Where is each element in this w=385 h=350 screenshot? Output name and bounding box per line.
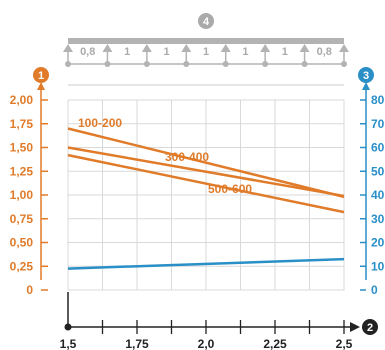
series-line-blue (67, 257, 345, 270)
badge-3-circle (358, 67, 374, 83)
left-axis (37, 82, 45, 280)
x-axis-origin-dot (64, 323, 72, 331)
right-axis-arrow (362, 82, 370, 90)
span-label: 1 (282, 46, 288, 58)
y-right-tick-label: 10 (371, 259, 385, 273)
y-right-tick-label: 20 (371, 236, 385, 250)
right-axis (362, 82, 370, 280)
y-right-tick-label: 50 (371, 164, 385, 178)
series-line-500-600 (67, 153, 345, 214)
span-label: 0,8 (80, 46, 95, 58)
span-support-node (262, 61, 269, 67)
x-tick-label: 1,75 (125, 337, 149, 350)
badge-1: 1 (33, 67, 49, 83)
span-label: 0,8 (317, 46, 332, 58)
span-label: 1 (203, 46, 209, 58)
y-left-tick-label: 0 (26, 283, 33, 297)
span-support-node (183, 61, 190, 67)
span-beam (68, 38, 344, 44)
span-label: 1 (242, 46, 248, 58)
left-axis-arrow (37, 82, 45, 90)
series-line-100-200 (67, 127, 345, 199)
x-axis-arrow (350, 322, 360, 332)
y-right-tick-label: 70 (371, 117, 385, 131)
span-support (141, 44, 152, 52)
x-tick-label: 2,25 (263, 337, 287, 350)
span-support (299, 44, 310, 52)
y-right-tick-label: 0 (371, 283, 378, 297)
badge-2-label: 2 (367, 322, 373, 334)
y-left-tick-label: 1,75 (10, 117, 34, 131)
span-label: 1 (164, 46, 170, 58)
series-line-300-400 (67, 146, 345, 198)
series-label-300-400: 300-400 (165, 150, 209, 164)
x-axis (64, 292, 360, 332)
y-right-tick-label: 80 (371, 93, 385, 107)
span-support-node (301, 61, 308, 67)
span-support (339, 44, 349, 52)
span-label: 1 (124, 46, 130, 58)
span-support-node (143, 61, 150, 67)
badge-1-circle (33, 67, 49, 83)
badge-3: 3 (358, 67, 374, 83)
span-support-node (341, 61, 347, 67)
span-support-node (104, 61, 111, 67)
y-left-tick-label: 0,50 (10, 236, 34, 250)
span-support (220, 44, 231, 52)
y-left-tick-label: 2,00 (10, 93, 34, 107)
x-tick-label: 2,5 (336, 337, 353, 350)
span-support (181, 44, 192, 52)
badge-4-label: 4 (203, 16, 210, 28)
y-right-tick-label: 30 (371, 212, 385, 226)
badge-1-label: 1 (38, 70, 44, 82)
span-support-node (65, 61, 71, 67)
span-support (260, 44, 271, 52)
y-left-tick-label: 1,00 (10, 188, 34, 202)
y-right-tick-label: 40 (371, 188, 385, 202)
badge-2: 2 (362, 319, 378, 335)
y-right-tick-label: 60 (371, 141, 385, 155)
badge-2-circle (362, 319, 378, 335)
y-left-tick-label: 1,50 (10, 141, 34, 155)
badge-3-label: 3 (363, 70, 369, 82)
span-support (63, 44, 73, 52)
span-support-node (222, 61, 229, 67)
span-diagram: 0,8 1 1 1 1 1 0,8 (63, 38, 349, 86)
series-label-500-600: 500-600 (208, 182, 252, 196)
y-left-tick-label: 0,75 (10, 212, 34, 226)
y-left-tick-label: 0,25 (10, 259, 34, 273)
x-tick-label: 1,5 (60, 337, 77, 350)
y-left-tick-label: 1,25 (10, 164, 34, 178)
span-support (102, 44, 113, 52)
badge-4: 4 (198, 13, 214, 29)
x-tick-label: 2,0 (198, 337, 215, 350)
series-label-100-200: 100-200 (78, 116, 122, 130)
badge-4-circle (198, 13, 214, 29)
